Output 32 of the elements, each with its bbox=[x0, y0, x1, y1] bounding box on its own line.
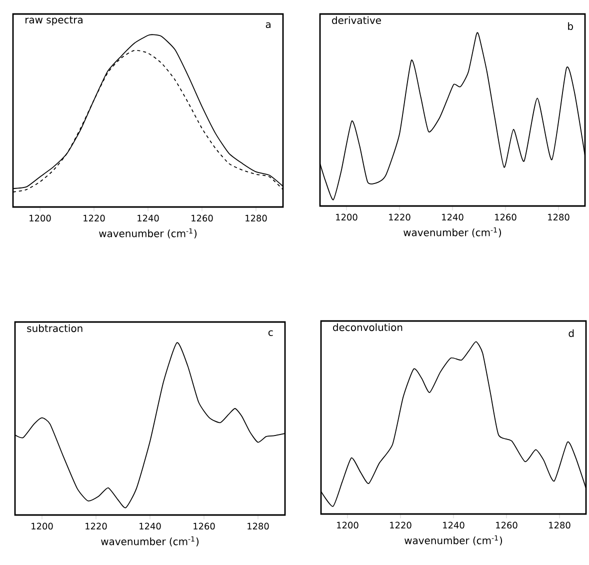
x-tick-label: 1200 bbox=[32, 522, 53, 530]
x-tick-label: 1280 bbox=[248, 522, 269, 530]
chart-title: subtraction bbox=[27, 324, 82, 332]
x-tick-label: 1280 bbox=[549, 522, 570, 529]
x-axis-title: wavenumber (cm$^{-1}$) bbox=[99, 228, 197, 238]
x-tick-label: 1240 bbox=[140, 522, 161, 530]
x-tick-label: 1200 bbox=[337, 522, 358, 529]
x-tick-label: 1220 bbox=[390, 522, 412, 529]
x-axis-title: wavenumber (cm$^{-1}$) bbox=[404, 535, 502, 546]
text: d bbox=[568, 329, 574, 338]
x-tick-label: 1220 bbox=[389, 214, 410, 221]
chart-title: raw spectra bbox=[26, 16, 82, 26]
x-tick-label: 1280 bbox=[548, 214, 570, 221]
x-tick-label: 1240 bbox=[138, 214, 159, 222]
text: c bbox=[268, 330, 273, 336]
text: b bbox=[568, 22, 573, 30]
x-tick-label: 1240 bbox=[442, 214, 464, 221]
x-tick-label: 1220 bbox=[86, 522, 107, 530]
x-tick-label: 1260 bbox=[192, 214, 213, 222]
x-axis-title: wavenumber (cm$^{-1}$) bbox=[101, 536, 199, 546]
x-tick-label: 1240 bbox=[443, 522, 464, 529]
x-tick-label: 1280 bbox=[246, 214, 267, 222]
x-tick-label: 1220 bbox=[84, 214, 105, 222]
x-tick-label: 1260 bbox=[496, 522, 518, 529]
x-tick-label: 1200 bbox=[30, 214, 51, 222]
x-tick-label: 1260 bbox=[495, 214, 516, 221]
chart-title: deconvolution bbox=[333, 323, 402, 332]
x-axis-title: wavenumber (cm$^{-1}$) bbox=[404, 227, 502, 238]
x-tick-label: 1200 bbox=[336, 214, 358, 221]
text: a bbox=[266, 22, 270, 28]
x-tick-label: 1260 bbox=[194, 522, 215, 530]
chart-title: derivative bbox=[332, 16, 381, 24]
